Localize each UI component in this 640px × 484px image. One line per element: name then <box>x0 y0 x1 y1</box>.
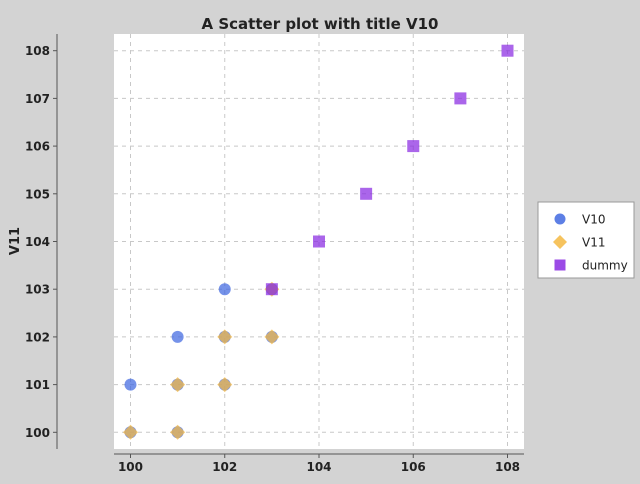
x-tick-label: 102 <box>212 460 237 474</box>
y-tick-label: 105 <box>25 187 50 201</box>
data-point-v10 <box>124 378 137 391</box>
y-tick-label: 102 <box>25 330 50 344</box>
x-tick-label: 108 <box>495 460 520 474</box>
data-point-dummy <box>360 187 373 200</box>
data-point-dummy <box>265 283 278 296</box>
y-tick-label: 103 <box>25 283 50 297</box>
legend-marker-dummy <box>554 259 566 271</box>
data-point-v11 <box>217 329 233 345</box>
axes: 100 101 102 103 104 105 106 107 108 100 102 104 106 1… <box>25 34 524 474</box>
data-point-v11 <box>217 377 233 393</box>
chart-title: A Scatter plot with title V10 <box>202 15 439 33</box>
data-point-v10 <box>171 330 184 343</box>
y-tick-label: 107 <box>25 92 50 106</box>
data-point-v10 <box>218 283 231 296</box>
data-point-dummy <box>407 140 420 153</box>
x-tick-label: 106 <box>401 460 426 474</box>
legend-marker-v11 <box>553 235 567 249</box>
data-point-v11 <box>170 377 186 393</box>
legend-label-dummy: dummy <box>582 259 628 273</box>
data-point-v11 <box>122 424 138 440</box>
data-point-dummy <box>313 235 325 248</box>
legend-box <box>537 201 635 279</box>
data-point-dummy <box>501 44 514 57</box>
x-tick-label: 104 <box>306 460 331 474</box>
legend-marker-v10 <box>554 213 566 225</box>
y-tick-label: 106 <box>25 140 50 154</box>
data-point-v11 <box>170 424 186 440</box>
legend-label-v11: V11 <box>582 236 605 250</box>
x-tick-label: 100 <box>118 460 143 474</box>
data-point-dummy <box>454 92 467 105</box>
y-tick-label: 100 <box>25 426 50 440</box>
legend: V10 V11 dummy <box>537 201 635 279</box>
data-points <box>122 44 514 440</box>
data-point-v11 <box>264 329 280 345</box>
series-dummy <box>265 44 514 296</box>
y-tick-label: 108 <box>25 44 50 58</box>
y-tick-label: 101 <box>25 378 50 392</box>
legend-label-v10: V10 <box>582 213 605 227</box>
y-tick-label: 104 <box>25 235 50 249</box>
y-axis-label: V11 <box>8 227 23 255</box>
